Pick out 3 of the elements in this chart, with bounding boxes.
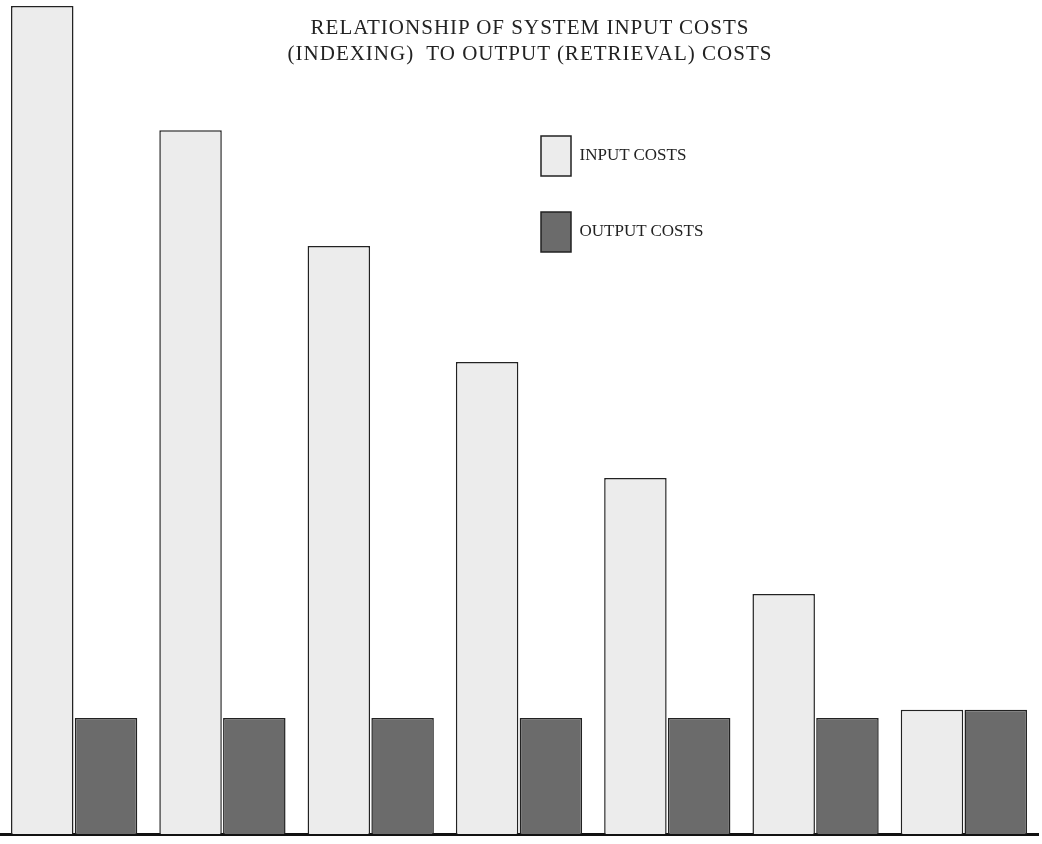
legend-label: OUTPUT COSTS (579, 221, 704, 241)
text: RELATIONSHIP OF SYSTEM INPUT COSTS (INDEXING) TO OUTPUT (RETRIEVAL) COSTS (286, 14, 774, 66)
legend-label: INPUT COSTS (579, 145, 687, 165)
